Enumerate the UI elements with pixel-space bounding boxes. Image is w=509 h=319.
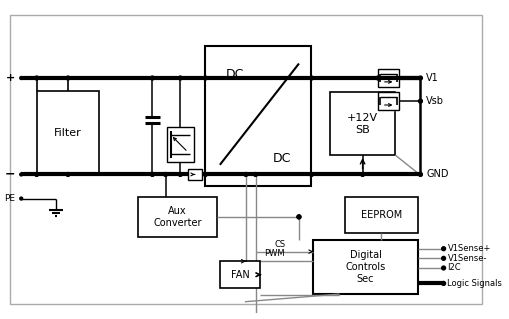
- Circle shape: [309, 173, 313, 176]
- Bar: [166, 127, 193, 162]
- Circle shape: [178, 76, 182, 80]
- Bar: [345, 197, 417, 233]
- Text: Filter: Filter: [54, 128, 82, 138]
- Bar: [188, 169, 201, 180]
- Bar: [313, 240, 417, 294]
- Circle shape: [163, 173, 167, 176]
- Text: EEPROM: EEPROM: [360, 210, 401, 220]
- Bar: [219, 261, 260, 288]
- Circle shape: [375, 76, 379, 80]
- Circle shape: [35, 76, 39, 80]
- Bar: [377, 93, 399, 110]
- Bar: [329, 93, 394, 155]
- Circle shape: [309, 76, 313, 80]
- Bar: [37, 91, 99, 175]
- Circle shape: [203, 173, 207, 176]
- Circle shape: [441, 266, 445, 270]
- Text: +12V
SB: +12V SB: [346, 113, 377, 135]
- Circle shape: [441, 281, 445, 286]
- Text: V1Sense+: V1Sense+: [446, 244, 490, 253]
- Circle shape: [20, 77, 22, 79]
- Bar: [377, 69, 399, 87]
- Text: DC: DC: [272, 152, 291, 165]
- Text: +: +: [6, 73, 15, 83]
- Circle shape: [35, 173, 39, 176]
- Text: Aux
Converter: Aux Converter: [153, 206, 201, 228]
- Text: DC: DC: [225, 68, 244, 81]
- Circle shape: [20, 197, 22, 200]
- Circle shape: [150, 76, 154, 80]
- Circle shape: [441, 247, 445, 251]
- Circle shape: [66, 76, 70, 80]
- Text: −: −: [5, 168, 15, 181]
- Text: GND: GND: [426, 169, 448, 180]
- Text: I2C: I2C: [446, 263, 460, 272]
- Text: V1: V1: [426, 73, 438, 83]
- Text: Digital
Controls
Sec: Digital Controls Sec: [345, 250, 385, 284]
- Text: Vsb: Vsb: [426, 96, 443, 106]
- Bar: [205, 46, 311, 186]
- Circle shape: [203, 76, 207, 80]
- Circle shape: [253, 173, 257, 176]
- Text: V1Sense-: V1Sense-: [446, 254, 486, 263]
- Circle shape: [243, 173, 247, 176]
- Circle shape: [441, 256, 445, 260]
- Circle shape: [178, 173, 182, 176]
- Text: PE: PE: [5, 194, 15, 203]
- Circle shape: [20, 173, 22, 176]
- Circle shape: [150, 173, 154, 176]
- Text: PWM: PWM: [264, 249, 285, 258]
- Circle shape: [296, 215, 300, 219]
- Circle shape: [418, 76, 421, 80]
- Text: CS: CS: [273, 240, 285, 249]
- Circle shape: [418, 173, 421, 176]
- Circle shape: [296, 215, 300, 219]
- Circle shape: [360, 173, 364, 176]
- Text: FAN: FAN: [230, 270, 249, 280]
- Text: Logic Signals: Logic Signals: [446, 279, 501, 288]
- Circle shape: [418, 99, 421, 103]
- Bar: [137, 197, 216, 237]
- Circle shape: [66, 173, 70, 176]
